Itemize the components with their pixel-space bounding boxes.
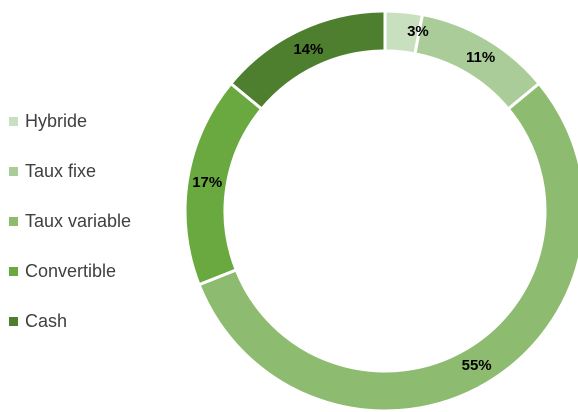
slice-taux-variable xyxy=(197,81,578,412)
donut-slices xyxy=(183,9,578,412)
legend-swatch xyxy=(9,266,18,276)
legend-item-taux-fixe: Taux fixe xyxy=(9,146,131,196)
slice-cash xyxy=(228,9,387,112)
legend-item-cash: Cash xyxy=(9,296,131,346)
legend-item-taux-variable: Taux variable xyxy=(9,196,131,246)
slice-label-taux-fixe: 11% xyxy=(466,49,495,66)
legend-label: Convertible xyxy=(25,260,117,281)
legend-swatch xyxy=(9,166,18,176)
legend-label: Cash xyxy=(25,310,68,331)
slice-label-cash: 14% xyxy=(293,41,323,58)
slice-labels: 3% 11% 55% 17% 14% xyxy=(192,23,495,374)
legend-label: Taux fixe xyxy=(25,160,97,181)
slice-label-hybride: 3% xyxy=(407,23,429,40)
legend-swatch xyxy=(9,116,18,126)
legend-item-hybride: Hybride xyxy=(9,96,131,146)
legend-swatch xyxy=(9,316,18,326)
legend-label: Taux variable xyxy=(25,210,132,231)
slice-label-taux-variable: 55% xyxy=(462,357,492,374)
slice-label-convertible: 17% xyxy=(192,174,222,191)
legend-label: Hybride xyxy=(25,110,88,131)
legend-item-convertible: Convertible xyxy=(9,246,131,296)
chart-legend: Hybride Taux fixe Taux variable Convertible… xyxy=(9,96,131,346)
legend-swatch xyxy=(9,216,18,226)
